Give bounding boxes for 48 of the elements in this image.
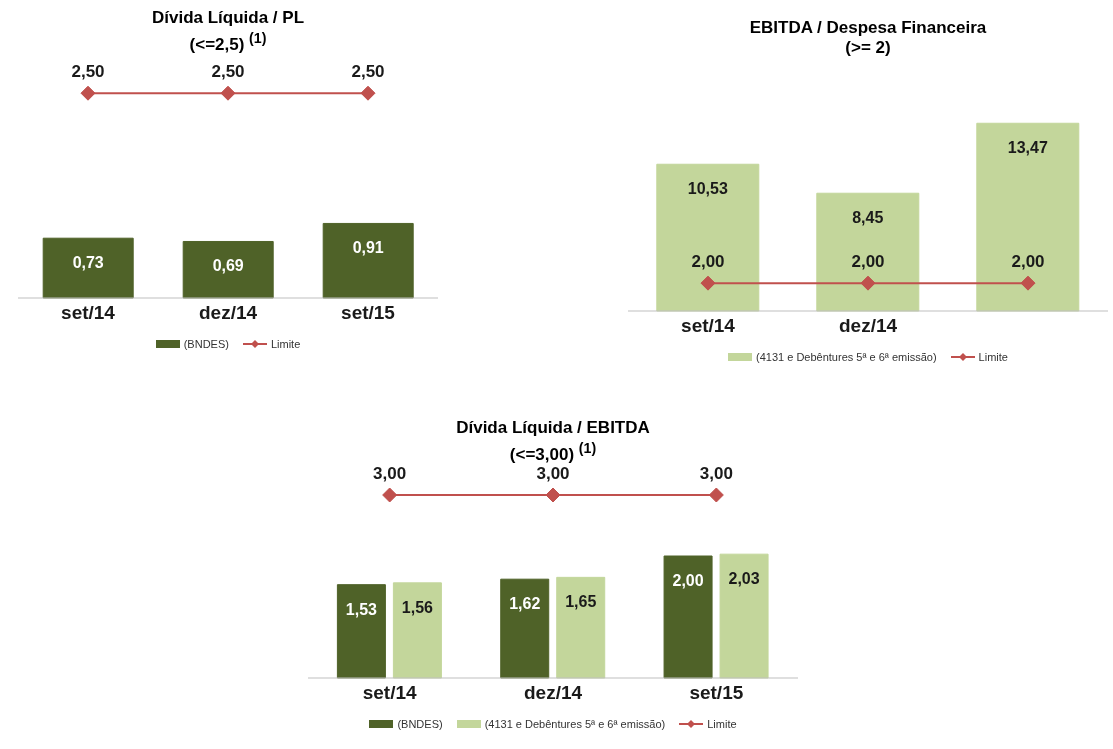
x-tick-label: set/14: [61, 302, 116, 324]
legend-label: Limite: [269, 337, 301, 350]
data-label: 2,03: [728, 569, 760, 587]
data-label: 1,56: [401, 598, 434, 616]
data-label: 3,00: [373, 463, 407, 483]
data-label: 2,00: [1011, 252, 1045, 272]
chart-subtitle: (<=2,5) $^{(1)}$: [188, 29, 268, 55]
bar: [663, 555, 713, 679]
chart-title: Dívida Líquida / PL: [150, 8, 306, 28]
data-label: 2,00: [851, 252, 885, 272]
legend-label: (4131 e Debêntures 5ª e 6ª emissão): [483, 717, 666, 730]
legend-label: Limite: [706, 717, 737, 730]
bar: [500, 578, 550, 679]
chart-title: EBITDA / Despesa Financeira: [748, 18, 988, 38]
data-label: 2,00: [672, 571, 704, 589]
legend-label: (4131 e Debêntures 5ª e 6ª emissão): [755, 351, 937, 363]
data-label: 10,53: [687, 180, 728, 198]
data-label: 0,69: [212, 257, 244, 275]
bar: [719, 553, 769, 679]
data-label: 0,91: [352, 239, 384, 257]
chart-subtitle: (>= 2): [844, 38, 892, 58]
legend-label: Limite: [977, 351, 1008, 363]
data-label: 8,45: [852, 209, 884, 227]
chart-subtitle: (<=3,00) $^{(1)}$: [508, 439, 598, 465]
data-label: 1,53: [345, 600, 378, 618]
legend-label: (BNDES): [182, 337, 229, 350]
legend-label: (BNDES): [396, 717, 443, 730]
data-label: 2,00: [691, 252, 725, 272]
data-label: 0,73: [72, 253, 104, 271]
data-label: 3,00: [536, 463, 570, 483]
bar: [336, 583, 386, 679]
bar: [392, 582, 442, 679]
x-tick-label: dez/14: [838, 315, 898, 337]
data-label: 3,00: [699, 463, 733, 483]
x-tick-label: set/14: [681, 315, 736, 337]
data-label: 2,50: [71, 61, 105, 81]
x-tick-label: set/15: [341, 302, 396, 324]
data-label: 13,47: [1007, 139, 1048, 157]
data-label: 1,62: [509, 594, 541, 612]
data-label: 1,65: [565, 593, 597, 611]
x-tick-label: set/14: [362, 682, 418, 704]
x-tick-label: dez/14: [198, 302, 258, 324]
bar: [556, 576, 606, 679]
x-tick-label: dez/14: [523, 682, 583, 704]
chart-title: Dívida Líquida / EBITDA: [455, 418, 651, 438]
data-label: 2,50: [211, 61, 245, 81]
data-label: 2,50: [351, 61, 385, 81]
x-tick-label: set/15: [689, 682, 744, 704]
